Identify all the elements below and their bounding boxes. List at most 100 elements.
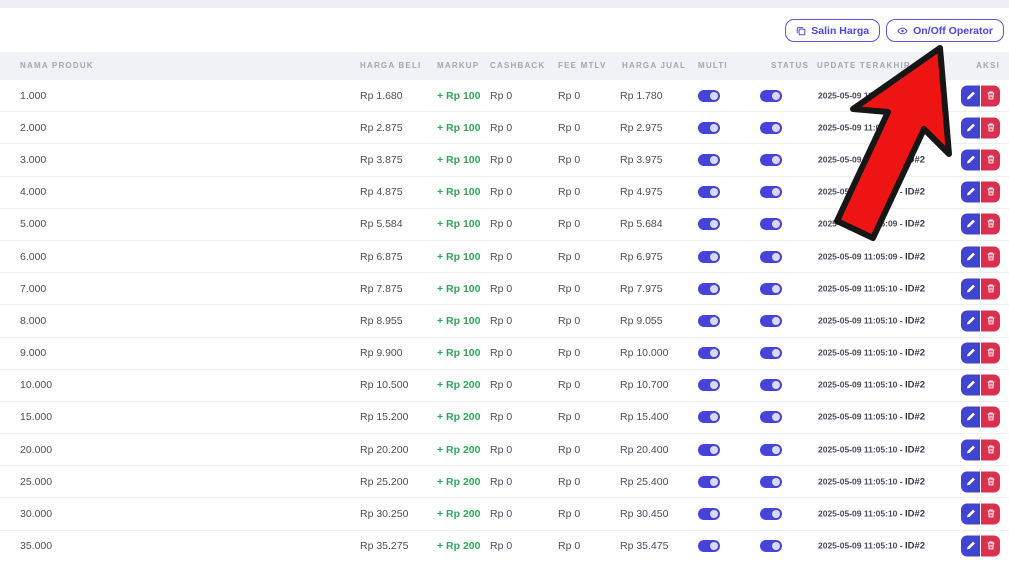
multi-toggle[interactable]: [698, 443, 720, 456]
delete-button[interactable]: [981, 278, 1000, 300]
table-row: 9.000 Rp 9.900 + Rp 100 Rp 0 Rp 0 Rp 10.…: [0, 337, 1009, 370]
product-name: 25.000: [20, 475, 53, 488]
edit-button[interactable]: [961, 535, 980, 557]
status-toggle[interactable]: [760, 218, 782, 231]
multi-toggle[interactable]: [698, 121, 720, 134]
status-toggle[interactable]: [760, 121, 782, 134]
update-operator-id: ID#2: [904, 154, 926, 166]
edit-button[interactable]: [961, 406, 980, 428]
delete-button[interactable]: [981, 181, 1000, 203]
edit-button[interactable]: [961, 439, 980, 461]
toggle-knob: [772, 220, 780, 229]
delete-button[interactable]: [981, 342, 1000, 364]
multi-toggle[interactable]: [698, 508, 720, 521]
multi-toggle[interactable]: [698, 186, 720, 199]
edit-button[interactable]: [961, 85, 980, 107]
status-toggle[interactable]: [760, 282, 782, 295]
edit-button[interactable]: [961, 503, 980, 525]
edit-button[interactable]: [961, 342, 980, 364]
multi-toggle[interactable]: [698, 475, 720, 488]
delete-button[interactable]: [981, 406, 1000, 428]
status-toggle[interactable]: [760, 89, 782, 102]
cashback-value: Rp 0: [490, 89, 513, 102]
table-header: NAMA PRODUK HARGA BELI MARKUP CASHBACK F…: [0, 52, 1009, 80]
edit-button[interactable]: [961, 278, 980, 300]
multi-toggle[interactable]: [698, 153, 720, 166]
update-terakhir-cell: 2025-05-09 11:05:10 - ID#2: [818, 380, 925, 391]
delete-button[interactable]: [981, 149, 1000, 171]
status-toggle[interactable]: [760, 314, 782, 327]
markup-value: + Rp 100: [437, 218, 481, 231]
delete-button[interactable]: [981, 471, 1000, 493]
delete-button[interactable]: [981, 213, 1000, 235]
multi-toggle[interactable]: [698, 314, 720, 327]
status-toggle[interactable]: [760, 540, 782, 553]
status-toggle[interactable]: [760, 153, 782, 166]
multi-toggle[interactable]: [698, 250, 720, 263]
col-markup: MARKUP: [437, 61, 480, 70]
multi-toggle[interactable]: [698, 218, 720, 231]
update-operator-id: ID#2: [904, 508, 926, 520]
multi-toggle[interactable]: [698, 379, 720, 392]
edit-button[interactable]: [961, 213, 980, 235]
update-timestamp: 2025-05-09 11:05:10 -: [818, 315, 903, 326]
toggle-knob: [710, 284, 718, 293]
multi-toggle[interactable]: [698, 540, 720, 553]
delete-button[interactable]: [981, 117, 1000, 139]
edit-button[interactable]: [961, 149, 980, 171]
delete-button[interactable]: [981, 246, 1000, 268]
delete-button[interactable]: [981, 439, 1000, 461]
salin-harga-button[interactable]: Salin Harga: [785, 19, 881, 42]
cashback-value: Rp 0: [490, 186, 513, 199]
fee-mtlv-value: Rp 0: [558, 443, 581, 456]
edit-button[interactable]: [961, 471, 980, 493]
update-timestamp: 2025-05-09 11:05:09 -: [818, 251, 903, 262]
pencil-icon: [966, 152, 976, 167]
delete-button[interactable]: [981, 310, 1000, 332]
markup-value: + Rp 100: [437, 121, 481, 134]
delete-button[interactable]: [981, 374, 1000, 396]
status-toggle[interactable]: [760, 379, 782, 392]
cashback-value: Rp 0: [490, 508, 513, 521]
edit-button[interactable]: [961, 374, 980, 396]
multi-toggle[interactable]: [698, 282, 720, 295]
harga-beli-value: Rp 35.275: [360, 540, 409, 553]
col-status: STATUS: [771, 61, 810, 70]
edit-button[interactable]: [961, 310, 980, 332]
status-toggle[interactable]: [760, 411, 782, 424]
status-toggle[interactable]: [760, 475, 782, 488]
update-terakhir-cell: 2025-05-09 11:05:10 - ID#2: [818, 476, 925, 487]
toggle-knob: [772, 445, 780, 454]
edit-button[interactable]: [961, 117, 980, 139]
delete-button[interactable]: [981, 85, 1000, 107]
trash-icon: [986, 217, 996, 232]
cashback-value: Rp 0: [490, 540, 513, 553]
action-buttons: [961, 503, 1000, 525]
multi-toggle[interactable]: [698, 89, 720, 102]
status-toggle[interactable]: [760, 250, 782, 263]
trash-icon: [986, 378, 996, 393]
delete-button[interactable]: [981, 503, 1000, 525]
harga-beli-value: Rp 7.875: [360, 282, 403, 295]
product-name: 7.000: [20, 282, 47, 295]
status-toggle[interactable]: [760, 443, 782, 456]
multi-toggle[interactable]: [698, 347, 720, 360]
toggle-knob: [710, 477, 718, 486]
table-row: 10.000 Rp 10.500 + Rp 200 Rp 0 Rp 0 Rp 1…: [0, 369, 1009, 402]
action-buttons: [961, 117, 1000, 139]
cashback-value: Rp 0: [490, 250, 513, 263]
markup-value: + Rp 200: [437, 379, 481, 392]
product-name: 4.000: [20, 186, 47, 199]
update-operator-id: ID#2: [904, 411, 926, 423]
harga-beli-value: Rp 9.900: [360, 347, 403, 360]
delete-button[interactable]: [981, 535, 1000, 557]
trash-icon: [986, 152, 996, 167]
edit-button[interactable]: [961, 246, 980, 268]
onoff-operator-button[interactable]: On/Off Operator: [886, 19, 1004, 42]
status-toggle[interactable]: [760, 347, 782, 360]
status-toggle[interactable]: [760, 186, 782, 199]
edit-button[interactable]: [961, 181, 980, 203]
status-toggle[interactable]: [760, 508, 782, 521]
multi-toggle[interactable]: [698, 411, 720, 424]
